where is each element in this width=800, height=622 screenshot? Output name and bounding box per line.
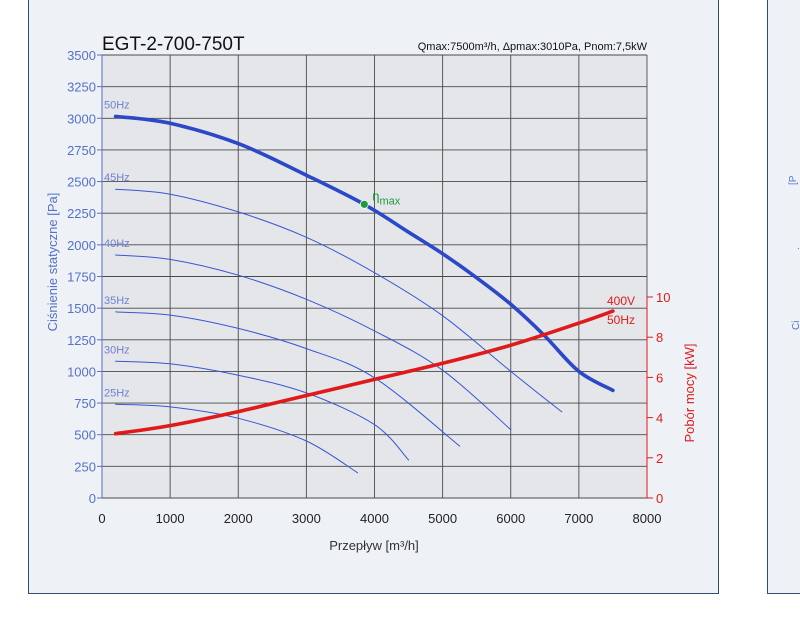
y-tick-label: 1500 (67, 301, 96, 316)
y2-tick-label: 10 (656, 290, 670, 305)
x-tick-label: 4000 (360, 511, 389, 526)
curve-label: 40Hz (104, 238, 130, 250)
y-tick-label: 2250 (67, 206, 96, 221)
x-tick-label: 6000 (496, 511, 525, 526)
y2-tick-label: 4 (656, 411, 663, 426)
curve-label: 30Hz (104, 344, 130, 356)
chart-subtitle: Qmax:7500m³/h, Δpmax:3010Pa, Pnom:7,5kW (418, 41, 648, 53)
y-tick-label: 2750 (67, 143, 96, 158)
eta-max-subscript: max (380, 195, 401, 207)
eta-max-marker (359, 199, 369, 209)
y-tick-label: 750 (74, 396, 96, 411)
curve-label: 25Hz (104, 387, 130, 399)
series-50hz-line (113, 114, 615, 393)
y2-tick-label: 8 (656, 330, 663, 345)
y-tick-label: 3000 (67, 111, 96, 126)
adjacent-axis-glyph: Ci (791, 321, 800, 330)
power-curve-label-frequency: 50Hz (607, 313, 635, 327)
y-tick-label: 1250 (67, 333, 96, 348)
y-axis-label: Ciśnienie statyczne [Pa] (45, 193, 60, 332)
x-tick-label: 0 (98, 511, 105, 526)
x-tick-label: 8000 (633, 511, 662, 526)
adjacent-axis-glyph: [P (788, 175, 799, 185)
y-tick-label: 2500 (67, 175, 96, 190)
x-tick-label: 7000 (564, 511, 593, 526)
y-tick-label: 2000 (67, 238, 96, 253)
series-400v-50hz-line (113, 309, 615, 436)
adjacent-chart-card: [P . Ci (767, 0, 800, 594)
y-tick-label: 3500 (67, 48, 96, 63)
y-tick-label: 0 (89, 491, 96, 506)
x-axis-label: Przepływ [m³/h] (329, 538, 419, 553)
series-layer (113, 114, 615, 474)
curve-label: 50Hz (104, 99, 130, 111)
y-tick-label: 250 (74, 459, 96, 474)
power-curve-label-voltage: 400V (607, 294, 635, 308)
series-45hz-line (115, 188, 563, 413)
series-30hz-line (115, 360, 410, 461)
y-tick-label: 1750 (67, 270, 96, 285)
axes: 0 1000 2000 3000 4000 5000 6000 7000 80000250500… (67, 48, 670, 526)
adjacent-axis-glyph: . (791, 247, 800, 250)
curve-label: 35Hz (104, 295, 130, 307)
x-tick-label: 1000 (156, 511, 185, 526)
x-tick-label: 2000 (224, 511, 253, 526)
series-25hz-line (115, 403, 358, 474)
y2-axis-label: Pobór mocy [kW] (682, 344, 697, 443)
y-tick-label: 1000 (67, 364, 96, 379)
curve-label: 45Hz (104, 172, 130, 184)
x-tick-label: 5000 (428, 511, 457, 526)
y2-tick-label: 0 (656, 491, 663, 506)
series-40hz-line (115, 254, 512, 431)
y2-tick-label: 6 (656, 370, 663, 385)
chart-title: EGT-2-700-750T (102, 34, 245, 55)
y-tick-label: 3250 (67, 80, 96, 95)
x-tick-label: 3000 (292, 511, 321, 526)
adjacent-chart-fragment: [P . Ci (788, 175, 800, 330)
series-35hz-line (115, 311, 461, 447)
y2-tick-label: 2 (656, 451, 663, 466)
y-tick-label: 500 (74, 428, 96, 443)
